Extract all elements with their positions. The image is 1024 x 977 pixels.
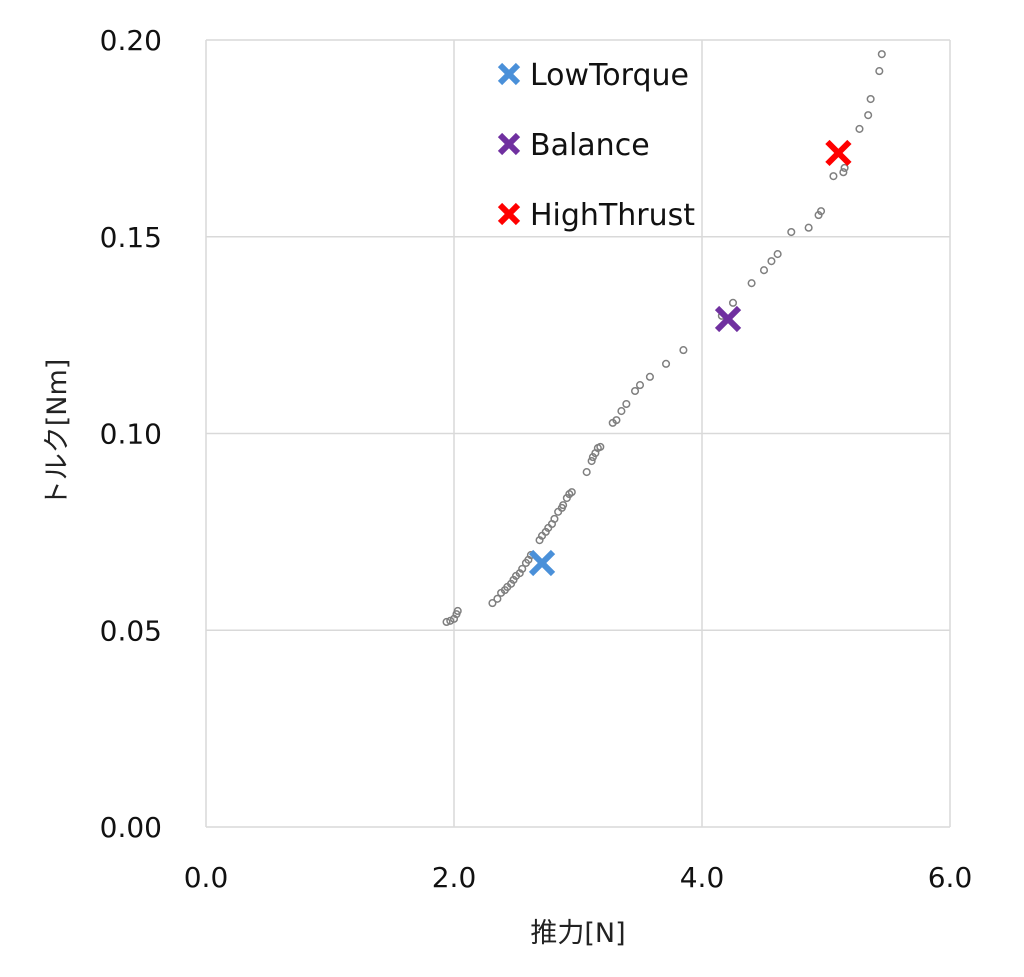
y-axis-label: トルク[Nm] [42, 359, 73, 508]
data-point [855, 124, 864, 133]
data-point [866, 94, 875, 104]
legend-item-balance: Balance [497, 128, 650, 163]
data-point [617, 407, 626, 416]
data-point [587, 456, 596, 466]
x-tick-label: 4.0 [680, 861, 725, 894]
data-point [612, 416, 621, 425]
legend-label: HighThrust [530, 198, 695, 233]
data-point [728, 298, 738, 307]
data-point [679, 346, 688, 355]
y-tick-label: 0.20 [100, 24, 162, 57]
data-point [488, 599, 497, 608]
data-point [804, 223, 813, 232]
data-point [759, 266, 769, 275]
data-points [442, 50, 886, 627]
gridlines [205, 39, 951, 828]
legend-label: LowTorque [530, 58, 689, 93]
data-point [567, 488, 576, 497]
data-point [550, 514, 559, 523]
legend-item-lowtorque: LowTorque [497, 58, 689, 93]
data-point [630, 386, 640, 396]
data-point [582, 468, 591, 477]
data-point [816, 207, 826, 216]
data-point [829, 172, 838, 181]
data-point [864, 111, 873, 120]
y-tick-label: 0.00 [100, 811, 162, 844]
data-point [747, 279, 756, 288]
legend-x-icon [497, 132, 521, 156]
data-point [559, 501, 568, 510]
data-point [518, 564, 527, 573]
legend-item-highthrust: HighThrust [497, 198, 695, 233]
legend-label: Balance [530, 128, 650, 163]
data-point [840, 163, 849, 172]
data-point [773, 250, 782, 259]
y-tick-label: 0.10 [100, 418, 162, 451]
data-point [453, 606, 462, 616]
data-point [596, 442, 605, 451]
data-point [554, 507, 563, 516]
data-point [787, 227, 796, 237]
data-point [767, 257, 776, 266]
marker-highthrust [825, 139, 852, 167]
x-tick-label: 2.0 [432, 861, 477, 894]
data-point [839, 168, 848, 177]
legend-x-icon [497, 62, 521, 86]
data-point [875, 67, 884, 76]
marker-balance [714, 305, 742, 333]
data-point [442, 617, 451, 627]
x-axis-label: 推力[N] [530, 918, 625, 949]
x-tick-label: 6.0 [928, 861, 973, 894]
data-point [661, 359, 671, 368]
tick-labels: 0.0 2.0 4.0 6.0 0.00 0.05 0.10 0.15 0.20 [100, 24, 973, 894]
data-point [645, 372, 654, 381]
x-tick-label: 0.0 [184, 861, 229, 894]
y-tick-label: 0.15 [100, 221, 162, 254]
legend-x-icon [497, 202, 521, 226]
marker-lowtorque [528, 549, 556, 577]
data-point [635, 381, 645, 390]
legend: LowTorque Balance HighThrust [497, 58, 695, 233]
data-point [493, 594, 502, 603]
data-point [877, 50, 886, 59]
data-point [622, 399, 631, 409]
y-tick-label: 0.05 [100, 614, 162, 647]
